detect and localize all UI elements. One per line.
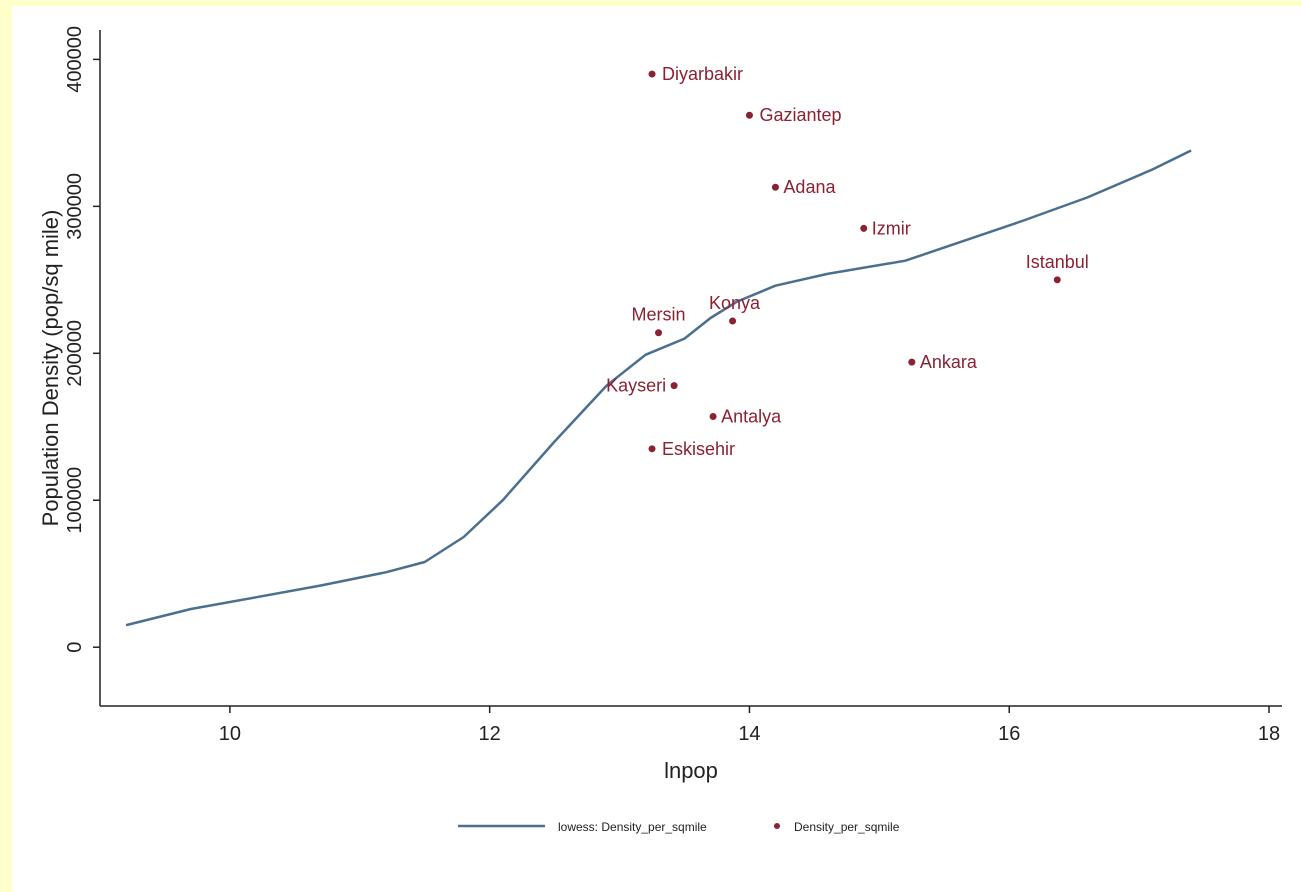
x-ticks: 10 12 14 16 18: [219, 706, 1280, 745]
x-tick-label: 18: [1258, 723, 1280, 745]
point-label: Diyarbakir: [662, 64, 743, 84]
y-tick-label: 400000: [64, 26, 86, 93]
y-tick-label: 0: [64, 642, 86, 653]
data-point: [745, 111, 753, 119]
legend: lowess: Density_per_sqmile Density_per_s…: [458, 820, 900, 834]
x-tick-label: 16: [998, 723, 1020, 745]
y-tick-label: 200000: [64, 320, 86, 387]
data-point: [908, 358, 916, 366]
points-layer: Diyarbakir Gaziantep Adana Izmir Istanbul Kon…: [606, 64, 1089, 459]
data-point: [655, 329, 663, 337]
point-label: Istanbul: [1026, 252, 1089, 272]
data-point: [670, 382, 678, 390]
data-point: [771, 183, 779, 191]
lowess-layer: [125, 149, 1192, 627]
data-point: [709, 412, 717, 420]
point-label: Mersin: [632, 305, 686, 325]
point-label: Adana: [783, 177, 836, 197]
x-tick-label: 12: [479, 723, 501, 745]
axes: [99, 30, 1282, 707]
y-tick-label: 300000: [64, 173, 86, 240]
legend-points-label: Density_per_sqmile: [794, 820, 900, 834]
point-label: Gaziantep: [759, 105, 841, 125]
point-label: Ankara: [920, 352, 978, 372]
data-point: [1053, 276, 1061, 284]
data-point: [648, 70, 656, 78]
x-tick-label: 14: [738, 723, 760, 745]
point-label: Izmir: [872, 218, 911, 238]
y-axis-title: Population Density (pop/sq mile): [38, 210, 63, 527]
point-label: Kayseri: [606, 376, 666, 396]
data-point: [729, 317, 737, 325]
chart-panel: [12, 6, 1301, 892]
x-axis-title: lnpop: [664, 758, 718, 783]
y-ticks: 0 100000 200000 300000 400000: [64, 26, 100, 653]
point-label: Konya: [709, 293, 761, 313]
data-point: [648, 445, 656, 453]
legend-points-swatch: [774, 823, 780, 829]
y-tick-label: 100000: [64, 467, 86, 534]
lowess-line: [125, 149, 1192, 627]
point-label: Eskisehir: [662, 439, 735, 459]
x-tick-label: 10: [219, 723, 241, 745]
point-label: Antalya: [721, 406, 782, 426]
data-point: [860, 224, 868, 232]
legend-lowess-label: lowess: Density_per_sqmile: [558, 820, 707, 834]
